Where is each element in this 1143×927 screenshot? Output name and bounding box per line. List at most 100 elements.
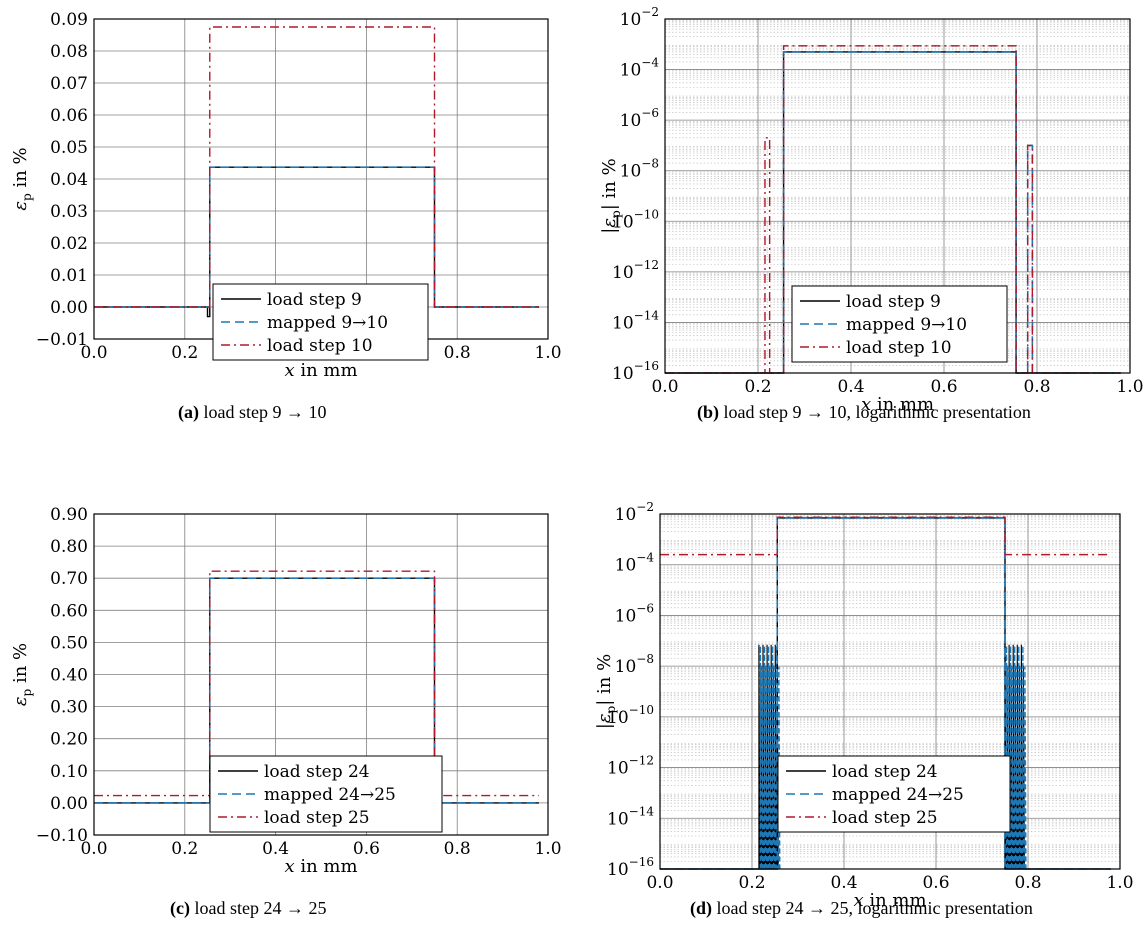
caption-b: (b) load step 9 → 10, logarithmic presen… xyxy=(697,402,1031,423)
x-tick-label: 0.0 xyxy=(80,343,107,363)
y-tick-label: 0.40 xyxy=(50,666,88,686)
chart-d: 0.0 0.2 0.4 0.6 0.8 1.0 10−16 10−14 10−12 10−10 10… xyxy=(594,500,1134,911)
y-tick-label: 10−6 xyxy=(620,106,659,131)
y-tick-label: 10−14 xyxy=(612,308,659,333)
x-tick-label: 0.8 xyxy=(1014,873,1041,893)
axes-frame xyxy=(659,513,1121,870)
x-tick-label: 0.2 xyxy=(744,377,771,397)
legend-label-2: mapped 24→25 xyxy=(264,785,396,805)
x-tick-label: 0.2 xyxy=(738,873,765,893)
y-tick-label: 0.02 xyxy=(50,234,88,254)
y-tick-label: 0.30 xyxy=(50,698,88,718)
caption-b-letter: (b) xyxy=(697,402,719,422)
legend-label-1: load step 9 xyxy=(267,290,362,310)
x-axis-label: x in mm xyxy=(853,890,926,911)
x-axis-label: x in mm xyxy=(284,856,357,877)
x-tick-label: 0.4 xyxy=(262,839,289,859)
y-tick-label: 10−12 xyxy=(607,754,654,779)
x-tick-label: 0.0 xyxy=(646,873,673,893)
legend-label-3: load step 10 xyxy=(846,338,952,358)
y-tick-label: 10−12 xyxy=(612,258,659,283)
y-tick-label: 0.10 xyxy=(50,762,88,782)
caption-d: (d) load step 24 → 25, logarithmic prese… xyxy=(690,898,1033,919)
legend-label-3: load step 25 xyxy=(264,808,370,828)
y-tick-label: −0.01 xyxy=(36,330,88,350)
legend: load step 24 mapped 24→25 load step 25 xyxy=(209,755,443,833)
x-tick-label: 0.0 xyxy=(80,839,107,859)
y-tick-label: 10−8 xyxy=(615,652,654,677)
caption-d-letter: (d) xyxy=(690,898,712,918)
y-tick-label: 10−8 xyxy=(620,157,659,182)
y-tick-label: 0.05 xyxy=(50,138,88,158)
caption-a-letter: (a) xyxy=(178,402,199,422)
y-tick-label: 0.00 xyxy=(50,298,88,318)
legend-label-1: load step 24 xyxy=(832,762,938,782)
y-axis-label: |εp| in % xyxy=(599,158,623,233)
y-axis-label: |εp| in % xyxy=(594,654,618,729)
chart-b: 0.0 0.2 0.4 0.6 0.8 1.010−1610−1410−1210−1010… xyxy=(599,5,1143,415)
y-tick-label: 10−10 xyxy=(607,703,654,728)
x-tick-label: 1.0 xyxy=(1106,873,1133,893)
series-line-2 xyxy=(94,577,539,804)
x-axis-label: x in mm xyxy=(861,394,934,415)
y-tick-label: 10−6 xyxy=(615,601,654,626)
y-tick-label: 10−2 xyxy=(615,500,654,525)
x-tick-label: 1.0 xyxy=(534,343,561,363)
legend-label-2: mapped 9→10 xyxy=(846,315,967,335)
x-tick-label: 0.4 xyxy=(830,873,857,893)
series-line-3 xyxy=(94,26,539,308)
oscillation-mapped xyxy=(759,645,781,870)
legend-label-1: load step 24 xyxy=(264,762,370,782)
y-tick-label: 10−4 xyxy=(620,56,660,81)
axes-frame xyxy=(664,18,1131,374)
series-line-3 xyxy=(94,570,539,797)
y-tick-label: 0.07 xyxy=(50,74,88,94)
y-tick-label: 0.01 xyxy=(50,266,88,286)
caption-c-text: load step 24 → 25 xyxy=(194,898,327,918)
y-tick-label: 10−2 xyxy=(620,5,659,30)
y-axis-label: εp in % xyxy=(10,147,34,210)
y-tick-label: 0.80 xyxy=(50,537,88,557)
chart-c: 0.0 0.2 0.4 0.6 0.8 1.0 −0.10 0.00 0.10 0.20 0.30 0… xyxy=(10,505,562,877)
y-tick-label: −0.10 xyxy=(36,826,88,846)
y-tick-label: 0.00 xyxy=(50,794,88,814)
y-tick-label: 0.60 xyxy=(50,601,88,621)
y-tick-label: 10−14 xyxy=(607,804,654,829)
caption-a: (a) load step 9 → 10 xyxy=(178,402,327,423)
series-line-3 xyxy=(660,516,1111,556)
x-tick-label: 0.4 xyxy=(837,377,864,397)
x-tick-label: 0.6 xyxy=(353,839,380,859)
legend-box xyxy=(212,283,429,361)
x-tick-label: 0.6 xyxy=(922,873,949,893)
y-tick-label: 10−16 xyxy=(607,855,654,880)
legend-label-2: mapped 24→25 xyxy=(832,785,964,805)
x-tick-label: 0.2 xyxy=(171,343,198,363)
caption-a-text: load step 9 → 10 xyxy=(203,402,327,422)
y-tick-label: 0.06 xyxy=(50,106,88,126)
x-tick-label: 0.8 xyxy=(1023,377,1050,397)
series-line-3 xyxy=(665,45,1121,374)
legend-box xyxy=(791,285,1008,363)
y-tick-label: 0.20 xyxy=(50,730,88,750)
caption-c: (c) load step 24 → 25 xyxy=(170,898,326,919)
oscillation-mapped xyxy=(1005,645,1027,870)
y-tick-label: 0.08 xyxy=(50,42,88,62)
y-tick-label: 0.90 xyxy=(50,505,88,525)
x-tick-label: 0.6 xyxy=(930,377,957,397)
x-tick-label: 0.8 xyxy=(444,343,471,363)
y-tick-label: 0.04 xyxy=(50,170,88,190)
x-tick-label: 0.8 xyxy=(444,839,471,859)
x-tick-label: 1.0 xyxy=(1116,377,1143,397)
axes-frame xyxy=(93,513,549,836)
y-tick-label: 0.70 xyxy=(50,569,88,589)
caption-c-letter: (c) xyxy=(170,898,190,918)
legend-label-2: mapped 9→10 xyxy=(267,313,388,333)
legend-label-3: load step 10 xyxy=(267,336,373,356)
legend: load step 9 mapped 9→10 load step 10 xyxy=(212,283,429,361)
caption-d-text: load step 24 → 25, logarithmic presentat… xyxy=(716,898,1033,918)
y-tick-label: 0.09 xyxy=(50,10,88,30)
legend-label-3: load step 25 xyxy=(832,808,938,828)
x-tick-label: 1.0 xyxy=(534,839,561,859)
chart-a: 0.00.20.40.60.81.0−0.010.000.010.020.030… xyxy=(10,10,562,381)
